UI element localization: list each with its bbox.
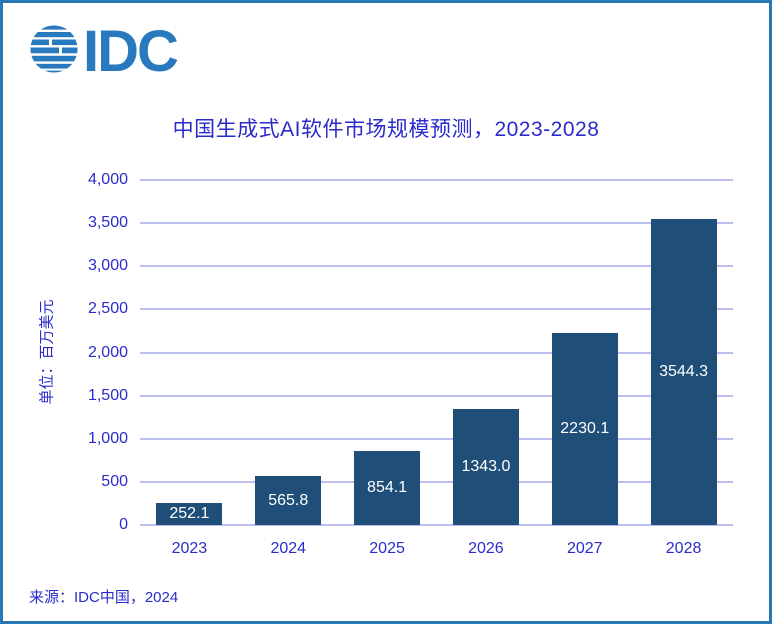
bar: 565.8 (255, 476, 322, 525)
gridline (140, 437, 733, 440)
x-tick-label: 2025 (369, 540, 405, 557)
bar-value-label: 854.1 (367, 479, 408, 497)
bar: 2230.1 (551, 332, 618, 525)
gridline (140, 308, 733, 311)
bar-value-label: 1343.0 (461, 458, 511, 476)
y-tick-label: 3,500 (87, 214, 128, 232)
gridline (140, 179, 733, 181)
y-tick-label: 4,000 (87, 171, 128, 188)
x-tick-label: 2023 (171, 540, 208, 557)
y-tick-label: 3,000 (87, 257, 128, 275)
bar-value-label: 3544.3 (659, 363, 709, 381)
bar: 854.1 (354, 451, 421, 525)
bar-value-label: 252.1 (169, 505, 210, 523)
gridline (140, 480, 733, 483)
y-axis-title: 单位：百万美元 (38, 299, 56, 405)
x-tick-label: 2026 (468, 540, 504, 557)
idc-logo: IDC (30, 23, 180, 75)
bar: 3544.3 (650, 219, 717, 525)
y-tick-label: 1,000 (87, 429, 128, 447)
y-tick-label: 500 (101, 472, 128, 490)
gridline (140, 351, 733, 354)
idc-logo-text: IDC (83, 23, 178, 75)
bar-value-label: 2230.1 (560, 419, 610, 437)
gridline (140, 524, 733, 526)
idc-globe-icon (30, 25, 78, 73)
gridline (140, 394, 733, 397)
gridline (140, 265, 733, 268)
x-tick-label: 2028 (665, 540, 702, 557)
gridline (140, 222, 733, 225)
y-tick-label: 2,000 (87, 343, 128, 361)
y-tick-label: 0 (119, 516, 128, 533)
bar: 252.1 (156, 503, 223, 525)
bar-value-label: 565.8 (268, 491, 309, 509)
plot-area: 252.1 565.8 854.1 1343.0 2230.1 3544.3 (140, 179, 733, 526)
bar: 1343.0 (452, 409, 519, 525)
y-tick-label: 1,500 (87, 386, 128, 404)
y-tick-label: 2,500 (87, 300, 128, 318)
x-tick-label: 2027 (566, 540, 603, 557)
source-note: 来源：IDC中国，2024 (29, 589, 179, 606)
chart-title: 中国生成式AI软件市场规模预测，2023-2028 (172, 118, 600, 141)
x-tick-label: 2024 (270, 540, 307, 557)
